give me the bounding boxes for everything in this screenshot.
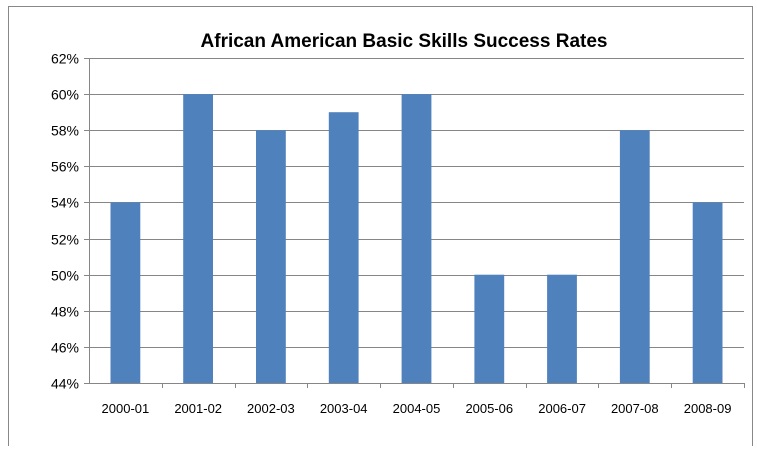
x-tick-label: 2002-03 <box>247 401 295 416</box>
y-tick-label: 54% <box>51 195 79 211</box>
bar <box>183 94 213 383</box>
axes <box>84 58 745 388</box>
bar <box>692 202 723 383</box>
y-tick-label: 58% <box>51 123 79 139</box>
x-tick-label: 2001-02 <box>174 401 222 416</box>
y-tick-label: 60% <box>51 87 79 103</box>
x-tick-label: 2005-06 <box>465 401 513 416</box>
chart-frame: African American Basic Skills Success Ra… <box>8 6 753 446</box>
y-tick-label: 62% <box>51 51 79 67</box>
bar <box>619 130 650 383</box>
y-tick-label: 56% <box>51 159 79 175</box>
x-tick-label: 2006-07 <box>538 401 586 416</box>
bar <box>256 130 286 383</box>
y-tick-label: 46% <box>51 340 79 356</box>
bars <box>110 94 723 383</box>
chart-title: African American Basic Skills Success Ra… <box>201 31 608 52</box>
x-tick-label: 2003-04 <box>320 401 368 416</box>
y-axis-tick-labels: 44% 46% 48% 50% 52% 54% 56% 58% 60% 62% <box>51 51 79 392</box>
bar <box>547 274 577 383</box>
y-tick-label: 52% <box>51 232 79 248</box>
bar <box>474 274 505 383</box>
bar <box>401 94 432 383</box>
y-tick-label: 50% <box>51 268 79 284</box>
x-axis-tick-labels: 2000-01 2001-02 2002-03 2003-04 2004-05 2005-… <box>102 401 732 416</box>
y-tick-label: 44% <box>51 376 79 392</box>
bar-chart: African American Basic Skills Success Ra… <box>51 31 745 416</box>
y-tick-label: 48% <box>51 304 79 320</box>
x-tick-label: 2004-05 <box>393 401 441 416</box>
bar <box>328 112 359 383</box>
bar <box>110 202 141 383</box>
x-tick-label: 2008-09 <box>684 401 732 416</box>
x-tick-label: 2007-08 <box>611 401 659 416</box>
x-tick-label: 2000-01 <box>102 401 150 416</box>
